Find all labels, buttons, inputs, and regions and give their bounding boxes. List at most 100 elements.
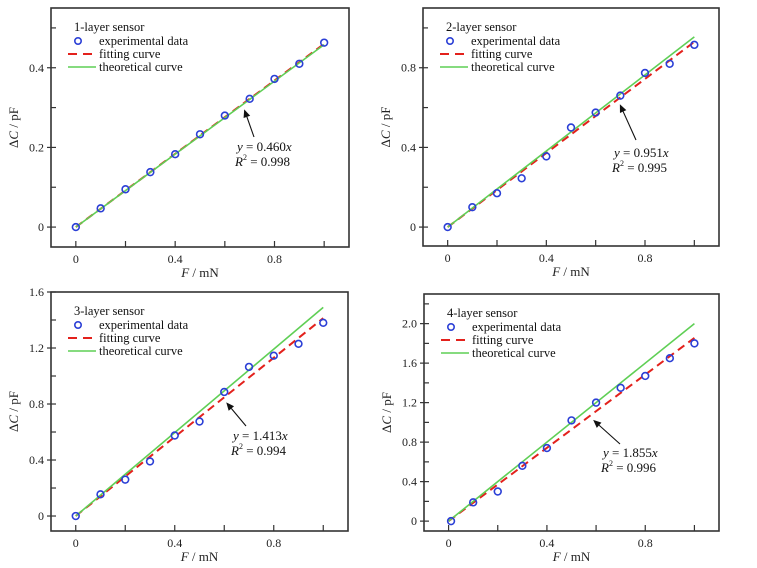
legend-title: 4-layer sensor	[447, 306, 518, 320]
annotation-arrowhead	[243, 109, 251, 119]
experimental-data-point	[443, 222, 452, 232]
experimental-data-point	[542, 443, 552, 453]
experimental-data-point	[294, 339, 303, 349]
theoretical-curve-line	[75, 306, 324, 517]
annotation-arrowhead	[593, 419, 602, 428]
x-tick-label: 0	[73, 536, 79, 550]
x-tick-label: 0.8	[638, 536, 653, 550]
y-tick-label: 0.8	[402, 435, 417, 449]
plot-area	[443, 36, 699, 232]
theoretical-curve-line	[447, 36, 695, 228]
y-axis-label: ΔC / pF	[379, 392, 394, 433]
legend-label-experimental: experimental data	[472, 320, 562, 334]
chart-panel-3: 0 0.4 0.8 0 0.4 0.8 1.2 1.6 F / mN ΔC / pF 3-layer…	[6, 285, 349, 564]
x-tick-label: 0.8	[266, 536, 281, 550]
legend-label-theoretical: theoretical curve	[99, 60, 183, 74]
y-tick-label: 1.2	[29, 341, 44, 355]
experimental-data-point	[220, 387, 229, 397]
x-tick-label: 0.8	[638, 251, 653, 265]
chart-panel-4: 0 0.4 0.8 0 0.4 0.8 1.2 1.6 2.0 F / mN ΔC / pF 4-la…	[379, 293, 720, 564]
plot-area	[446, 323, 699, 526]
experimental-data-point	[195, 130, 205, 139]
y-axis-label: ΔC / pF	[6, 391, 21, 432]
experimental-data-point	[493, 487, 502, 496]
fit-equation: y = 1.413x	[231, 428, 288, 443]
fit-equation: y = 0.951x	[612, 145, 669, 160]
experimental-data-point	[244, 362, 254, 372]
y-tick-label: 0	[411, 514, 417, 528]
y-tick-label: 1.6	[402, 356, 417, 370]
legend-title: 1-layer sensor	[74, 20, 145, 34]
legend-label-theoretical: theoretical curve	[99, 344, 183, 358]
experimental-data-point	[96, 490, 105, 499]
r-squared: R2 = 0.995	[611, 159, 667, 175]
y-tick-label: 1.2	[402, 396, 417, 410]
annotation-arrowhead	[226, 402, 235, 411]
x-tick-label: 0.4	[539, 251, 554, 265]
experimental-data-point	[170, 149, 180, 159]
y-tick-label: 0.8	[401, 61, 416, 75]
experimental-data-point	[145, 457, 155, 466]
experimental-data-point	[566, 123, 576, 132]
y-tick-label: 0.4	[401, 140, 416, 154]
y-tick-label: 0.4	[29, 61, 44, 75]
experimental-data-point	[220, 111, 230, 120]
legend-marker-experimental	[74, 320, 83, 329]
x-tick-label: 0	[446, 536, 452, 550]
experimental-data-point	[71, 222, 81, 232]
experimental-data-point	[616, 383, 625, 393]
legend-label-fitting: fitting curve	[99, 47, 161, 61]
fitting-curve-line	[75, 317, 324, 517]
experimental-data-point	[690, 339, 699, 348]
experimental-data-point	[517, 174, 526, 183]
x-axis-label: F / mN	[180, 549, 219, 564]
experimental-data-point	[518, 461, 527, 471]
plot-area	[71, 306, 328, 521]
experimental-data-point	[319, 38, 329, 47]
plot-frame	[50, 7, 350, 248]
experimental-data-point	[71, 511, 80, 521]
experimental-data-point	[146, 167, 155, 177]
y-tick-label: 0.4	[29, 453, 44, 467]
y-tick-label: 0	[410, 220, 416, 234]
legend-label-fitting: fitting curve	[472, 333, 534, 347]
y-tick-label: 0.4	[402, 475, 417, 489]
x-tick-label: 0.4	[539, 536, 554, 550]
experimental-data-point	[567, 416, 576, 425]
experimental-data-point	[121, 475, 130, 484]
y-tick-label: 1.6	[29, 285, 44, 299]
plot-frame	[50, 291, 349, 532]
r-squared: R2 = 0.994	[230, 442, 287, 458]
experimental-data-point	[591, 398, 601, 407]
fit-equation: y = 0.460x	[235, 139, 292, 154]
r-squared: R2 = 0.998	[234, 153, 290, 169]
legend-marker-experimental	[445, 36, 454, 45]
theoretical-curve-line	[75, 44, 325, 228]
y-tick-label: 2.0	[402, 317, 417, 331]
experimental-data-point	[616, 91, 625, 100]
experimental-data-point	[245, 94, 254, 104]
annotation-arrowhead	[619, 104, 627, 114]
experimental-data-point	[492, 189, 502, 198]
plot-frame	[423, 293, 720, 532]
experimental-data-point	[641, 371, 650, 381]
x-tick-label: 0	[73, 252, 79, 266]
experimental-data-point	[96, 204, 105, 213]
chart-panel-2: 0 0.4 0.8 0 0.4 0.8 F / mN ΔC / pF 2-layer senso…	[378, 7, 720, 279]
experimental-data-point	[665, 353, 675, 363]
legend-title: 2-layer sensor	[446, 20, 517, 34]
y-tick-label: 0.8	[29, 397, 44, 411]
x-tick-label: 0.8	[267, 252, 282, 266]
x-axis-label: F / mN	[180, 265, 219, 280]
experimental-data-point	[121, 185, 130, 194]
y-axis-label: ΔC / pF	[378, 107, 393, 148]
experimental-data-point	[468, 202, 477, 212]
experimental-data-point	[591, 108, 600, 117]
legend-label-theoretical: theoretical curve	[471, 60, 555, 74]
experimental-data-point	[542, 152, 551, 161]
legend-marker-experimental	[74, 36, 83, 45]
experimental-data-point	[446, 516, 456, 526]
fit-equation: y = 1.855x	[601, 445, 658, 460]
